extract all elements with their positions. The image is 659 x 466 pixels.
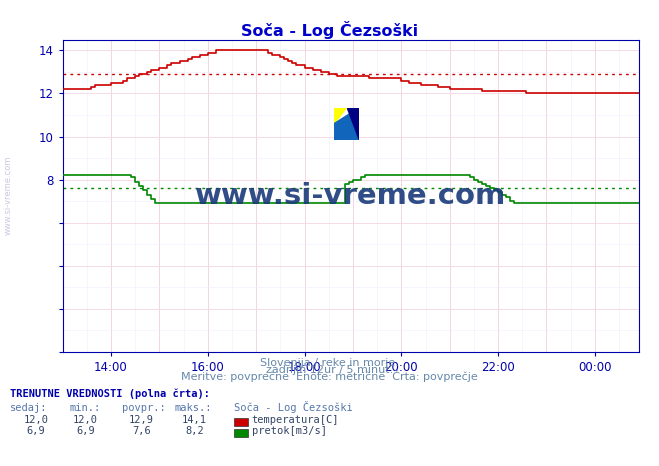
Text: Meritve: povprečne  Enote: metrične  Črta: povprečje: Meritve: povprečne Enote: metrične Črta:… (181, 370, 478, 382)
Text: www.si-vreme.com: www.si-vreme.com (3, 156, 13, 235)
Polygon shape (334, 123, 347, 139)
Text: pretok[m3/s]: pretok[m3/s] (252, 426, 327, 436)
Text: sedaj:: sedaj: (10, 403, 47, 413)
Text: maks.:: maks.: (175, 403, 212, 413)
Text: 12,0: 12,0 (73, 415, 98, 425)
Text: Soča - Log Čezsoški: Soča - Log Čezsoški (234, 401, 353, 413)
Polygon shape (347, 108, 359, 139)
Text: 12,0: 12,0 (24, 415, 49, 425)
Text: 12,9: 12,9 (129, 415, 154, 425)
Text: 6,9: 6,9 (27, 426, 45, 436)
Text: temperatura[C]: temperatura[C] (252, 415, 339, 425)
Polygon shape (334, 108, 347, 123)
Text: 14,1: 14,1 (182, 415, 207, 425)
Text: zadnjih 12ur / 5 minut.: zadnjih 12ur / 5 minut. (266, 365, 393, 375)
Text: TRENUTNE VREDNOSTI (polna črta):: TRENUTNE VREDNOSTI (polna črta): (10, 389, 210, 399)
Text: Soča - Log Čezsoški: Soča - Log Čezsoški (241, 21, 418, 39)
Text: Slovenija / reke in morje.: Slovenija / reke in morje. (260, 358, 399, 368)
Text: www.si-vreme.com: www.si-vreme.com (195, 182, 507, 210)
Text: 6,9: 6,9 (76, 426, 95, 436)
Text: min.:: min.: (69, 403, 100, 413)
Polygon shape (334, 108, 359, 139)
Text: povpr.:: povpr.: (122, 403, 165, 413)
Text: 7,6: 7,6 (132, 426, 151, 436)
Text: 8,2: 8,2 (185, 426, 204, 436)
